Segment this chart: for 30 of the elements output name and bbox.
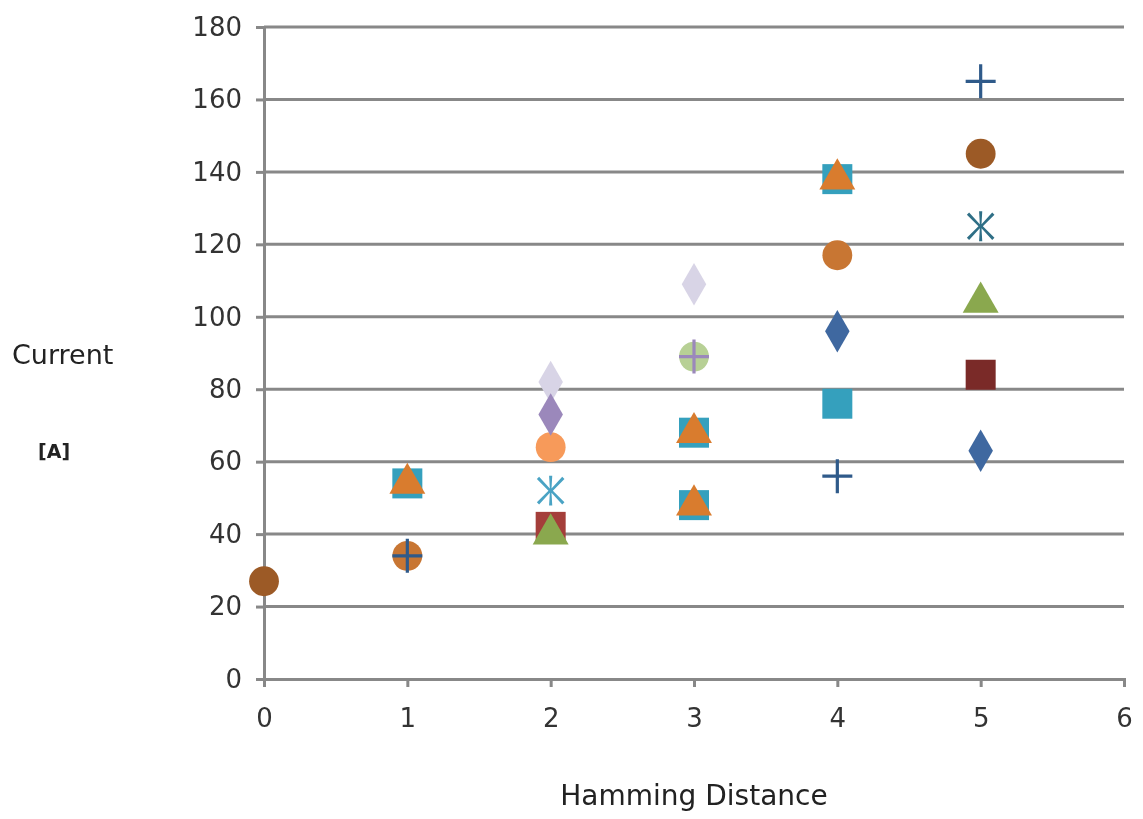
text: [A] [38, 440, 71, 462]
y-tick-label: 40 [208, 518, 242, 549]
y-tick-label: 80 [208, 374, 242, 405]
y-tick-label: 60 [208, 446, 242, 477]
point [822, 459, 853, 494]
point [966, 211, 995, 242]
point [965, 64, 996, 99]
y-tick-label: 0 [225, 663, 242, 694]
point [535, 432, 566, 463]
x-tick-label: 1 [399, 703, 417, 734]
point [965, 138, 996, 169]
x-tick-label: 3 [686, 703, 703, 734]
y-tick-label: 180 [192, 11, 242, 42]
y-tick-label: 120 [192, 229, 242, 260]
y-axis-title: Current [12, 339, 114, 370]
x-tick-label: 5 [972, 703, 990, 734]
y-tick-label: 140 [192, 156, 242, 187]
point [965, 359, 996, 390]
x-tick-label: 4 [829, 703, 847, 734]
point [822, 240, 853, 271]
x-tick-label: 6 [1116, 703, 1133, 734]
y-tick-label: 100 [192, 301, 242, 332]
point [536, 475, 565, 506]
x-tick-label: 2 [542, 703, 560, 734]
x-axis-title: Hamming Distance [560, 779, 828, 812]
point [822, 388, 853, 419]
point [249, 566, 279, 597]
x-tick-label: 0 [256, 703, 273, 734]
y-tick-label: 20 [208, 591, 242, 622]
y-tick-label: 160 [192, 84, 242, 115]
